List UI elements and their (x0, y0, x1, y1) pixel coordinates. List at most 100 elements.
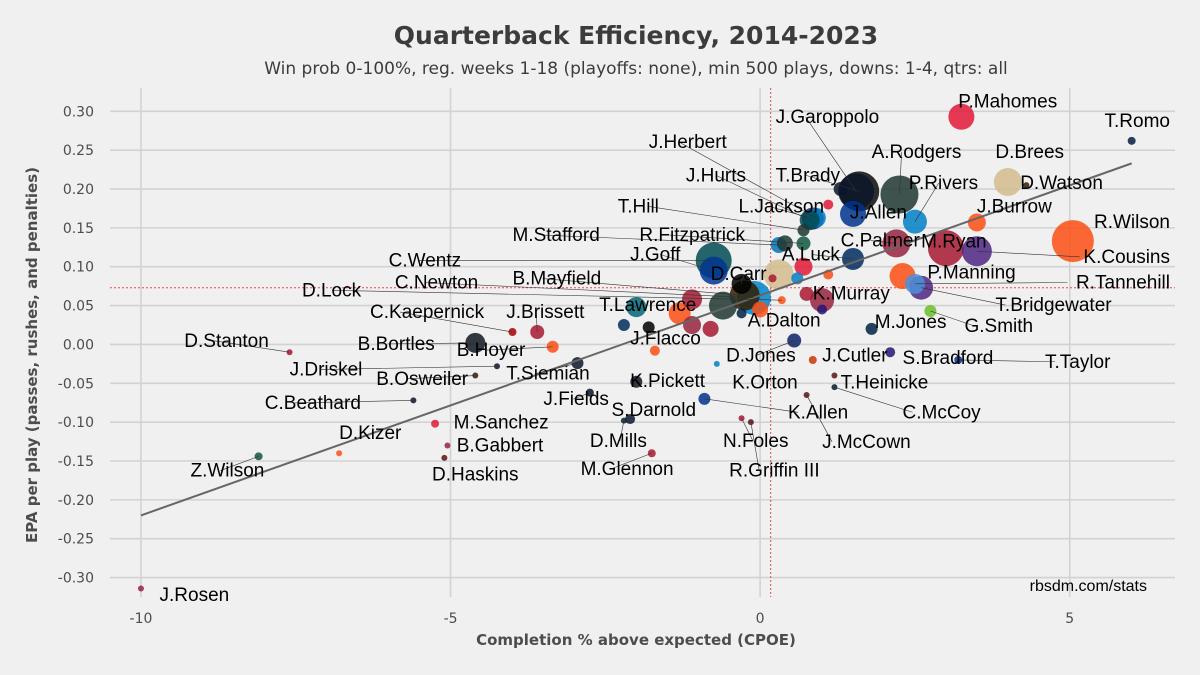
qb-label: N.Foles (723, 431, 788, 452)
axis-ticks: 0.30 0.25 0.20 0.15 0.10 0.05 0.00 -0.05 -0.10 -0… (58, 104, 1074, 627)
trend-line (140, 162, 1132, 517)
y-tick-label: -0.30 (58, 571, 94, 587)
y-axis-label: EPA per play (passes, rushes, and penalt… (23, 167, 41, 543)
label-leader-line (715, 174, 810, 221)
label-leader-line (424, 282, 754, 299)
qb-label: P.Rivers (909, 173, 978, 194)
qb-point (810, 288, 835, 313)
label-leader-line (976, 250, 1080, 258)
label-leader-line (870, 240, 897, 244)
qb-label: S.Darnold (612, 400, 697, 421)
reference-lines (110, 88, 1175, 597)
y-tick-label: 0.10 (63, 260, 94, 276)
y-tick-label: -0.10 (58, 415, 94, 431)
qb-label: J.Driskel (290, 360, 363, 381)
qb-label: P.Mahomes (958, 91, 1057, 112)
x-axis-label: Completion % above expected (CPOE) (476, 631, 796, 649)
qb-label: M.Jones (875, 312, 947, 333)
label-leader-line (619, 420, 625, 442)
qb-label: J.Fields (543, 389, 608, 410)
label-leader-line (542, 234, 779, 246)
label-leader-line (834, 386, 913, 413)
qb-point (630, 375, 643, 388)
label-leader-line (930, 310, 975, 327)
qb-label: S.Bradford (903, 348, 994, 369)
label-leader-line (535, 312, 538, 333)
qb-point (431, 419, 440, 428)
chart-title: Quarterback Efficiency, 2014-2023 (394, 21, 878, 50)
qb-label: R.Griffin III (729, 461, 819, 482)
qb-label: D.Haskins (432, 464, 519, 485)
qb-point (768, 274, 777, 283)
qb-label: T.Heinicke (841, 373, 929, 394)
qb-label: M.Glennon (581, 459, 674, 480)
qb-point (927, 230, 964, 267)
qb-label: K.Orton (732, 373, 797, 394)
label-leader-line (750, 422, 760, 471)
label-leader-line (647, 206, 804, 231)
qb-label: D.Lock (302, 280, 362, 301)
qb-label: A.Dalton (748, 311, 821, 332)
x-tick-label: 0 (756, 611, 765, 627)
qb-label: J.Hurts (686, 165, 746, 186)
qb-label: J.Herbert (649, 132, 728, 153)
qb-label: K.Cousins (1083, 247, 1170, 268)
label-leader-line (629, 304, 637, 308)
label-leader-line (805, 116, 857, 192)
qb-label: M.Ryan (921, 231, 986, 252)
qb-label: T.Siemian (506, 363, 589, 384)
qb-point (799, 286, 814, 301)
qb-label: R.Fitzpatrick (639, 225, 745, 246)
qb-label: K.Murray (813, 283, 891, 304)
qb-label: T.Bridgewater (995, 295, 1112, 316)
qb-point (668, 302, 691, 325)
label-leader-line (220, 456, 259, 471)
x-tick-label: -5 (444, 611, 458, 627)
qb-point (441, 454, 448, 461)
qb-label: J.Brissett (506, 302, 585, 323)
qb-label: A.Luck (782, 245, 841, 266)
qb-label: B.Hoyer (457, 340, 526, 361)
qb-label: J.McCown (822, 432, 911, 453)
qb-label: K.Allen (788, 402, 848, 423)
qb-label: C.Palmer (841, 231, 921, 252)
qb-point (752, 301, 769, 318)
qb-label: B.Gabbert (457, 436, 544, 457)
y-tick-label: 0.00 (63, 337, 94, 353)
qb-label: K.Pickett (630, 371, 706, 392)
label-leader-line (914, 282, 1068, 285)
qb-point (444, 442, 451, 449)
label-leader-line (669, 234, 804, 244)
qb-label: M.Stafford (512, 225, 599, 246)
label-leader-line (921, 287, 1006, 306)
qb-label: T.Hill (618, 196, 659, 217)
qb-point (840, 200, 867, 227)
chart-caption: rbsdm.com/stats (1030, 578, 1147, 595)
qb-point (823, 199, 834, 210)
qb-label: J.Garoppolo (776, 107, 880, 128)
qb-point (833, 182, 848, 197)
label-leader-line (319, 365, 497, 370)
label-leader-line (704, 398, 799, 413)
y-tick-label: -0.25 (58, 532, 94, 548)
qb-point (736, 308, 747, 319)
qb-label: A.Rodgers (872, 142, 962, 163)
qb-label: T.Romo (1105, 111, 1170, 132)
y-tick-label: 0.05 (63, 299, 94, 315)
qb-label: B.Osweiler (376, 369, 469, 390)
qb-point (794, 257, 813, 276)
trend-line-layer (140, 162, 1132, 517)
qb-label: D.Carr (711, 264, 768, 285)
qb-label: J.Cutler (822, 346, 888, 367)
label-leader-line (542, 278, 745, 296)
qb-label: C.Wentz (389, 251, 462, 272)
label-leader-line (806, 394, 833, 442)
qb-point (1051, 220, 1094, 263)
qb-label: C.Kaepernick (370, 302, 485, 323)
y-tick-label: -0.20 (58, 493, 94, 509)
y-tick-label: -0.05 (58, 376, 94, 392)
qb-point (336, 450, 343, 457)
qb-label: Z.Wilson (190, 461, 264, 482)
